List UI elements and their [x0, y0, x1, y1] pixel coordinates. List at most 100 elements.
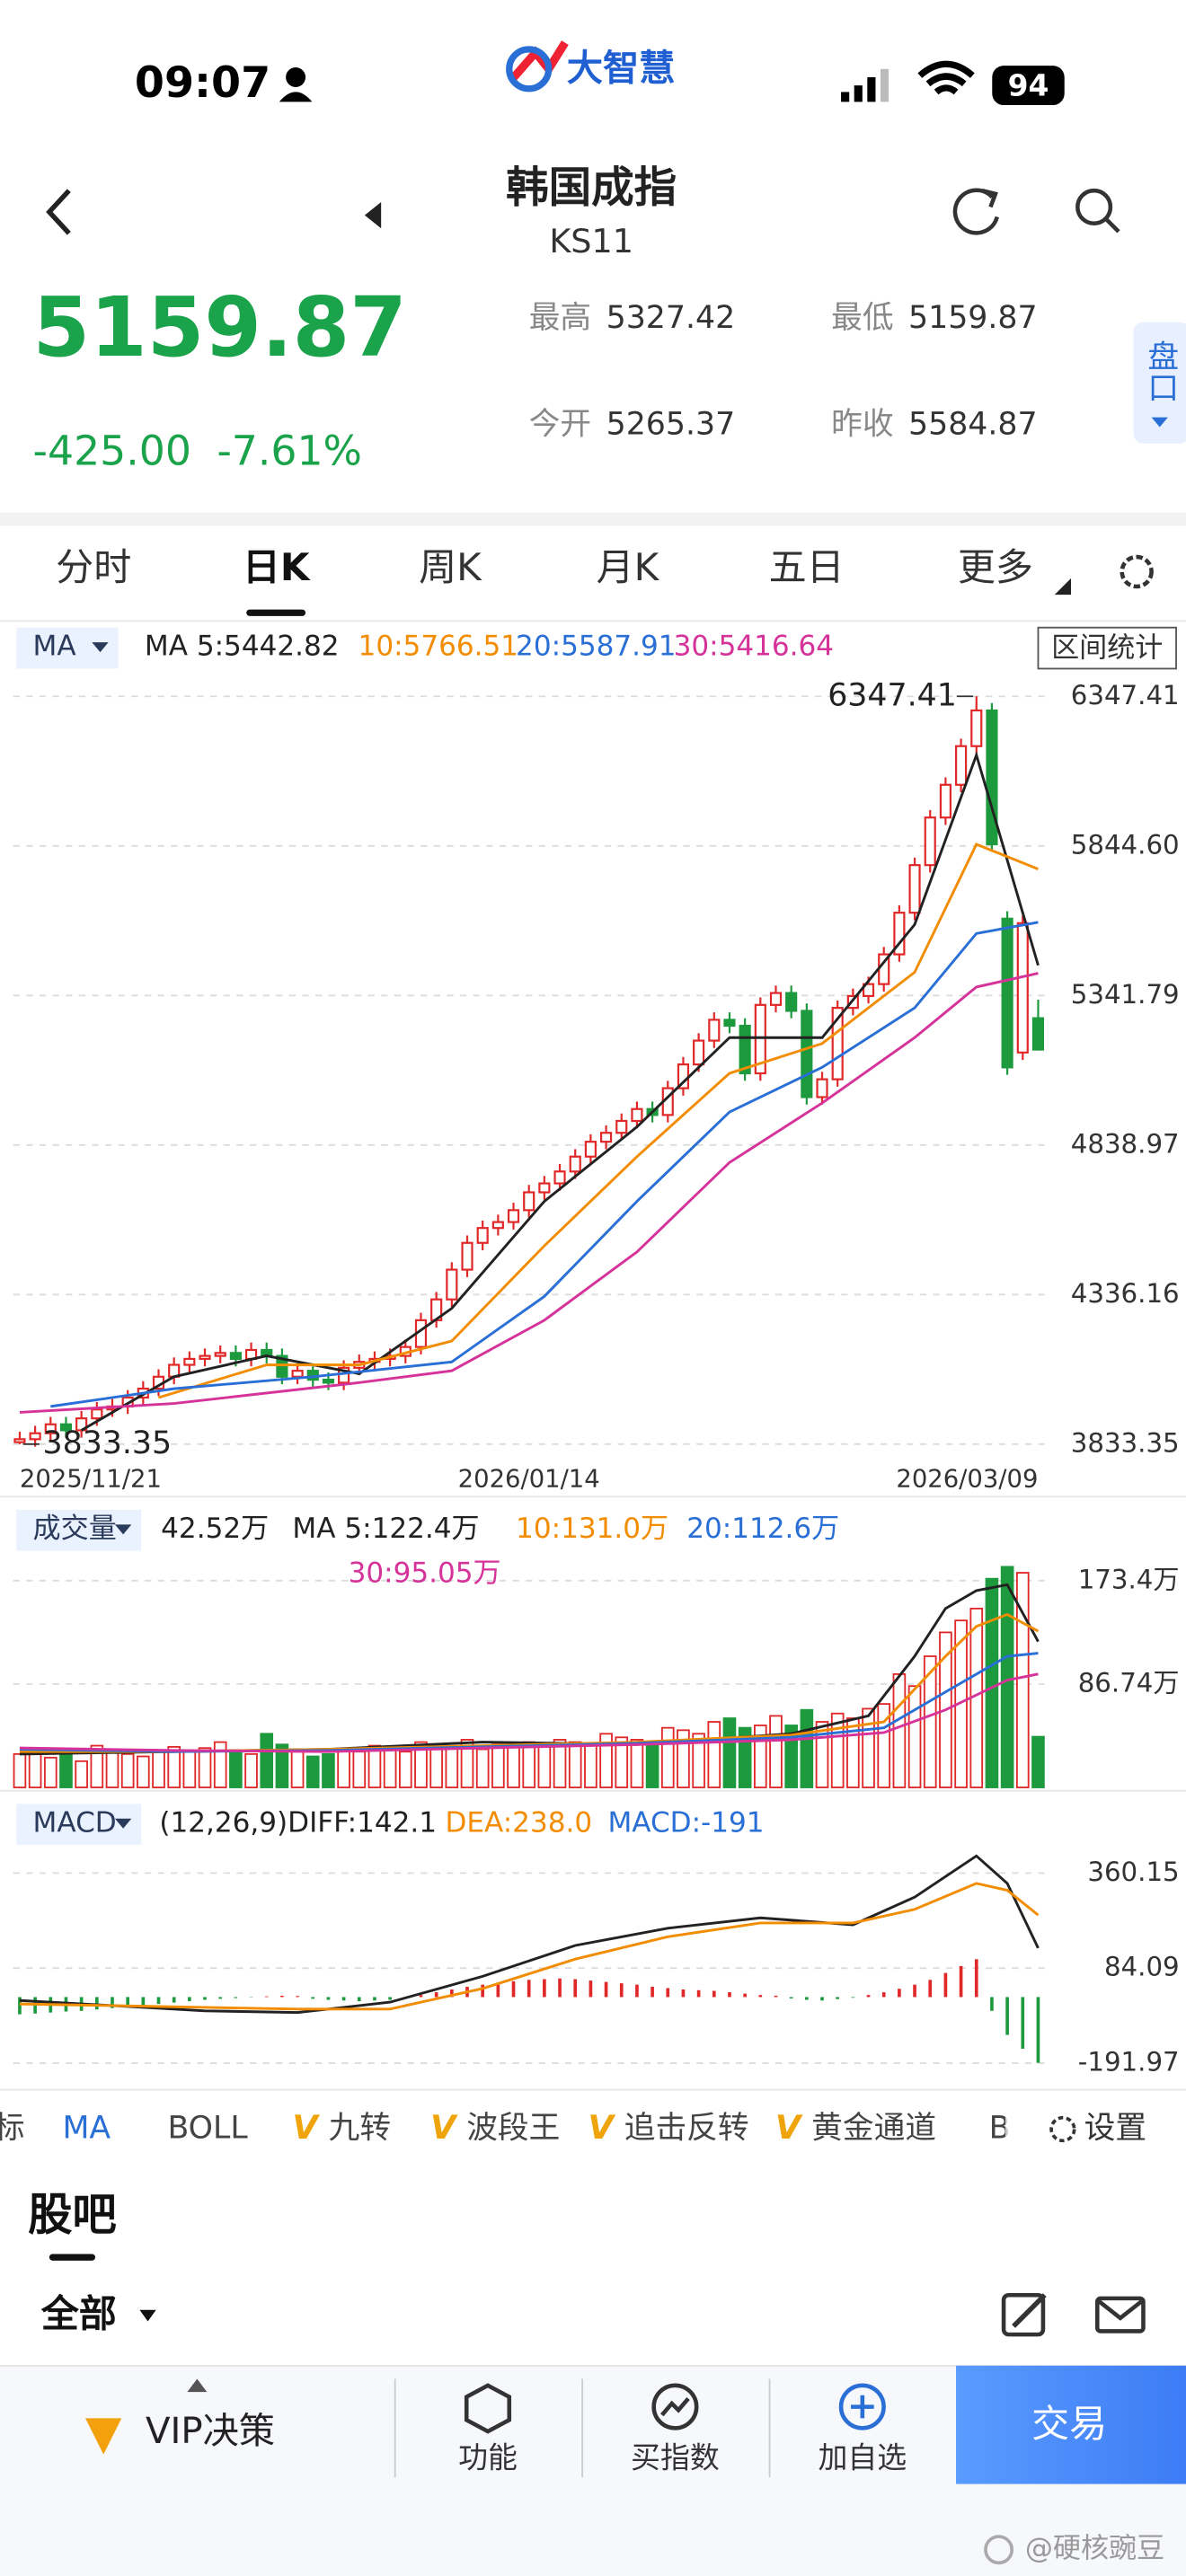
- candle-body: [584, 1141, 597, 1158]
- forum-title[interactable]: 股吧: [28, 2189, 117, 2241]
- volume-bar: [537, 1744, 552, 1788]
- indicator-tab[interactable]: MA: [62, 2110, 111, 2146]
- volume-bar: [862, 1707, 875, 1788]
- period-tab[interactable]: 分时: [56, 545, 131, 589]
- bottom-item[interactable]: 买指数: [631, 2440, 720, 2475]
- forum-filter[interactable]: 全部: [40, 2291, 117, 2335]
- volume-bar: [599, 1733, 613, 1788]
- period-tab[interactable]: 五日: [769, 545, 845, 589]
- indicator-tab[interactable]: B: [989, 2110, 1011, 2146]
- back-button[interactable]: [46, 189, 71, 235]
- macd-bar: [696, 1989, 701, 1998]
- candle-body: [801, 1010, 813, 1098]
- indicator-tab[interactable]: 标: [0, 2110, 24, 2146]
- legend-entry: 10:131.0万: [516, 1513, 668, 1545]
- candle-body: [13, 1438, 26, 1443]
- stat-label: 昨收: [831, 407, 893, 443]
- side-tab-arrow: [1151, 417, 1168, 428]
- macd-bar: [573, 1979, 578, 1998]
- macd-bar: [341, 1997, 346, 2001]
- vip-badge: V: [430, 2108, 458, 2147]
- candle-body: [183, 1357, 196, 1366]
- macd-bar: [419, 1995, 423, 1998]
- volume-bar: [105, 1751, 119, 1788]
- macd-bar: [589, 1981, 593, 1998]
- indicator-tab[interactable]: BOLL: [167, 2110, 248, 2146]
- macd-bar: [604, 1981, 608, 1998]
- separator: [394, 2378, 396, 2478]
- candle-body: [446, 1268, 458, 1301]
- period-tab[interactable]: 日K: [243, 545, 311, 589]
- macd-bar: [218, 1997, 223, 1999]
- edit-pen: [1012, 2293, 1047, 2328]
- period-tab[interactable]: 更多: [958, 545, 1033, 589]
- candle-body: [569, 1155, 581, 1173]
- more-arrow: [1054, 578, 1072, 595]
- user-icon-body: [279, 92, 313, 102]
- candle-body: [476, 1227, 489, 1244]
- macd-bar: [990, 1997, 994, 2011]
- logo-icon: [509, 40, 569, 82]
- prev-button[interactable]: [364, 201, 382, 229]
- indicator-tab[interactable]: 黄金通道: [811, 2110, 936, 2146]
- divider: [0, 512, 1186, 526]
- settings[interactable]: 设置: [1084, 2110, 1146, 2146]
- bottom-item[interactable]: 加自选: [818, 2440, 907, 2475]
- macd-bar: [511, 1981, 516, 1998]
- volume-bar: [398, 1751, 412, 1788]
- legend-entry: DEA:238.0: [445, 1806, 592, 1839]
- stat-value: 5159.87: [908, 300, 1038, 336]
- indicator-tab[interactable]: 九转: [329, 2110, 391, 2146]
- macd-bar: [635, 1984, 639, 1998]
- volume-bar: [692, 1733, 705, 1788]
- volume-bar: [429, 1743, 443, 1788]
- message-flap: [1095, 2298, 1145, 2321]
- edit-button[interactable]: [1001, 2292, 1046, 2337]
- range-button[interactable]: [1037, 626, 1177, 670]
- volume-bar: [645, 1741, 659, 1788]
- candle-body: [507, 1209, 520, 1223]
- add-watch-icon: [838, 2383, 886, 2430]
- trade-button[interactable]: [956, 2365, 1186, 2484]
- x-tick-label: 2025/11/21: [20, 1465, 162, 1493]
- volume-bar: [660, 1726, 675, 1788]
- candle-body: [754, 1003, 766, 1075]
- macd-bar: [1036, 1997, 1040, 2063]
- settings-gear[interactable]: [1120, 554, 1154, 589]
- volume-bar: [367, 1744, 382, 1788]
- indicator-tab[interactable]: 追击反转: [624, 2110, 749, 2146]
- candle-body: [599, 1132, 613, 1143]
- macd-bar: [388, 1997, 392, 2000]
- macd-bar: [373, 1997, 376, 2001]
- period-tab[interactable]: 月K: [597, 545, 660, 589]
- candle-body: [29, 1432, 41, 1441]
- macd-bar: [311, 1997, 315, 1999]
- ma-line: [19, 1882, 1040, 2011]
- macd-bar: [111, 1997, 114, 2008]
- y-tick-label: 5341.79: [1071, 979, 1180, 1010]
- search-button[interactable]: [1075, 188, 1113, 226]
- settings-icon: [1049, 2115, 1076, 2143]
- period-tab[interactable]: 周K: [419, 545, 482, 589]
- bottom-item[interactable]: VIP决策: [146, 2411, 275, 2452]
- volume-bar: [522, 1741, 536, 1788]
- volume-bar: [244, 1752, 258, 1788]
- volume-bar: [553, 1739, 567, 1788]
- indicator-tab[interactable]: 波段王: [466, 2110, 560, 2146]
- volume-bar: [414, 1741, 428, 1788]
- refresh-button[interactable]: [952, 188, 999, 235]
- candle-body: [739, 1024, 751, 1075]
- macd-bar: [326, 1997, 331, 2000]
- message-button[interactable]: [1094, 2296, 1146, 2333]
- volume-bar: [707, 1721, 721, 1788]
- volume-bar: [846, 1717, 860, 1788]
- macd-bar: [234, 1997, 238, 1998]
- volume-bar: [769, 1715, 783, 1788]
- volume-bar: [352, 1751, 367, 1788]
- expand-arrow: [187, 2378, 208, 2393]
- side-tab[interactable]: [1133, 322, 1186, 444]
- macd-bar: [1021, 1997, 1025, 2049]
- macd-bar: [758, 1995, 763, 1998]
- vip-badge: V: [292, 2108, 320, 2147]
- bottom-item[interactable]: 功能: [458, 2440, 518, 2475]
